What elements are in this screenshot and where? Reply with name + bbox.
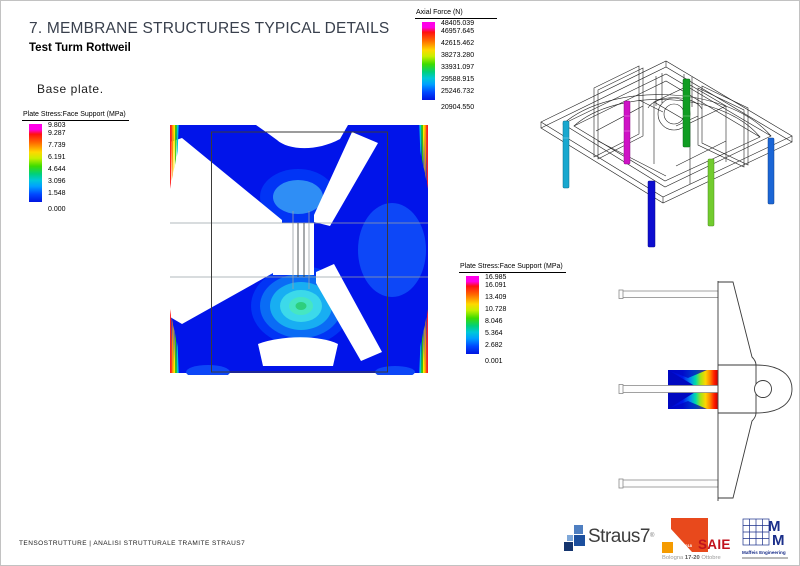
maffeis-name: Maffeis Engineering [742, 550, 786, 555]
anchor-assembly-wireframe-3d [540, 60, 793, 248]
svg-text:M: M [768, 518, 781, 535]
legend-value: 48405.039 [441, 20, 475, 27]
straus7-logo: Straus7 ® [561, 522, 654, 552]
saie-month: Ottobre [699, 555, 721, 561]
legend-value: 6.191 [48, 154, 66, 161]
legend-value: 2.682 [485, 342, 503, 349]
saie-subtitle: Bologna 17-20 Ottobre [662, 555, 721, 561]
saie-year: 2018 [683, 543, 692, 548]
legend-body: 9.803 9.287 7.739 6.191 4.644 3.096 1.54… [29, 122, 129, 213]
legend-value: 20904.550 [441, 104, 475, 111]
legend-axial-force: Axial Force (N) 48405.039 46957.645 4261… [415, 9, 497, 111]
legend-value: 1.548 [48, 190, 66, 197]
registered-mark-icon: ® [649, 533, 655, 539]
legend-value: 5.364 [485, 330, 503, 337]
legend-value: 9.803 [48, 122, 66, 129]
saie-name: SAIE [698, 537, 731, 552]
legend-value: 4.644 [48, 166, 66, 173]
legend-value: 0.000 [48, 206, 66, 213]
legend-value: 9.287 [48, 130, 66, 137]
gusset-outline [717, 281, 793, 501]
legend-body: 48405.039 46957.645 42615.462 38273.280 … [422, 20, 497, 111]
maffeis-tagline-line [742, 557, 788, 559]
legend-plate-stress-mid: Plate Stress:Face Support (MPa) 16.985 1… [459, 263, 566, 365]
legend-value: 16.985 [485, 274, 507, 281]
legend-values: 16.985 16.091 13.409 10.728 8.046 5.364 … [485, 274, 541, 365]
legend-value: 25246.732 [441, 88, 475, 95]
page-title: 7. MEMBRANE STRUCTURES TYPICAL DETAILS [29, 20, 390, 37]
legend-title: Plate Stress:Face Support (MPa) [22, 111, 129, 121]
color-scale-bar [466, 276, 479, 354]
plate-stress-contour-plot [170, 125, 428, 375]
legend-value: 10.728 [485, 306, 507, 313]
maffeis-logo: M M Maffeis Engineering [740, 516, 796, 564]
legend-value: 33931.097 [441, 64, 475, 71]
svg-text:M: M [772, 532, 785, 549]
side-view-bars [618, 289, 719, 489]
legend-values: 48405.039 46957.645 42615.462 38273.280 … [441, 20, 497, 111]
base-plate-side-view [618, 281, 793, 501]
legend-value: 42615.462 [441, 40, 475, 47]
legend-values: 9.803 9.287 7.739 6.191 4.644 3.096 1.54… [48, 122, 104, 213]
plot-grid-lines [170, 211, 428, 289]
color-scale-bar [29, 124, 42, 202]
legend-value: 0.001 [485, 358, 503, 365]
legend-value: 7.739 [48, 142, 66, 149]
legend-value: 38273.280 [441, 52, 475, 59]
saie-venue: Bologna [662, 555, 685, 561]
straus7-logo-text: Straus7 [588, 526, 650, 547]
legend-value: 3.096 [48, 178, 66, 185]
straus7-logo-icon [561, 522, 586, 552]
legend-value: 16.091 [485, 282, 507, 289]
footer-text: TENSOSTRUTTURE | ANALISI STRUTTURALE TRA… [19, 540, 246, 547]
plot-inner-frame [211, 131, 388, 373]
maffeis-logo-icon: M M [742, 518, 785, 549]
legend-title: Axial Force (N) [415, 9, 497, 19]
saie-logo: 2018 SAIE Bologna 17-20 Ottobre [653, 516, 733, 564]
legend-value: 8.046 [485, 318, 503, 325]
saie-logo-icon [662, 518, 708, 553]
legend-plate-stress-left: Plate Stress:Face Support (MPa) 9.803 9.… [22, 111, 129, 213]
legend-value: 46957.645 [441, 28, 475, 35]
legend-value: 29588.915 [441, 76, 475, 83]
color-scale-bar [422, 22, 435, 100]
anchor-bars [562, 78, 775, 248]
legend-title: Plate Stress:Face Support (MPa) [459, 263, 566, 273]
legend-value: 13.409 [485, 294, 507, 301]
saie-dates: 17-20 [684, 555, 700, 561]
legend-body: 16.985 16.091 13.409 10.728 8.046 5.364 … [466, 274, 566, 365]
figure-caption: Base plate. [37, 82, 104, 96]
page-subtitle: Test Turm Rottweil [29, 42, 131, 54]
